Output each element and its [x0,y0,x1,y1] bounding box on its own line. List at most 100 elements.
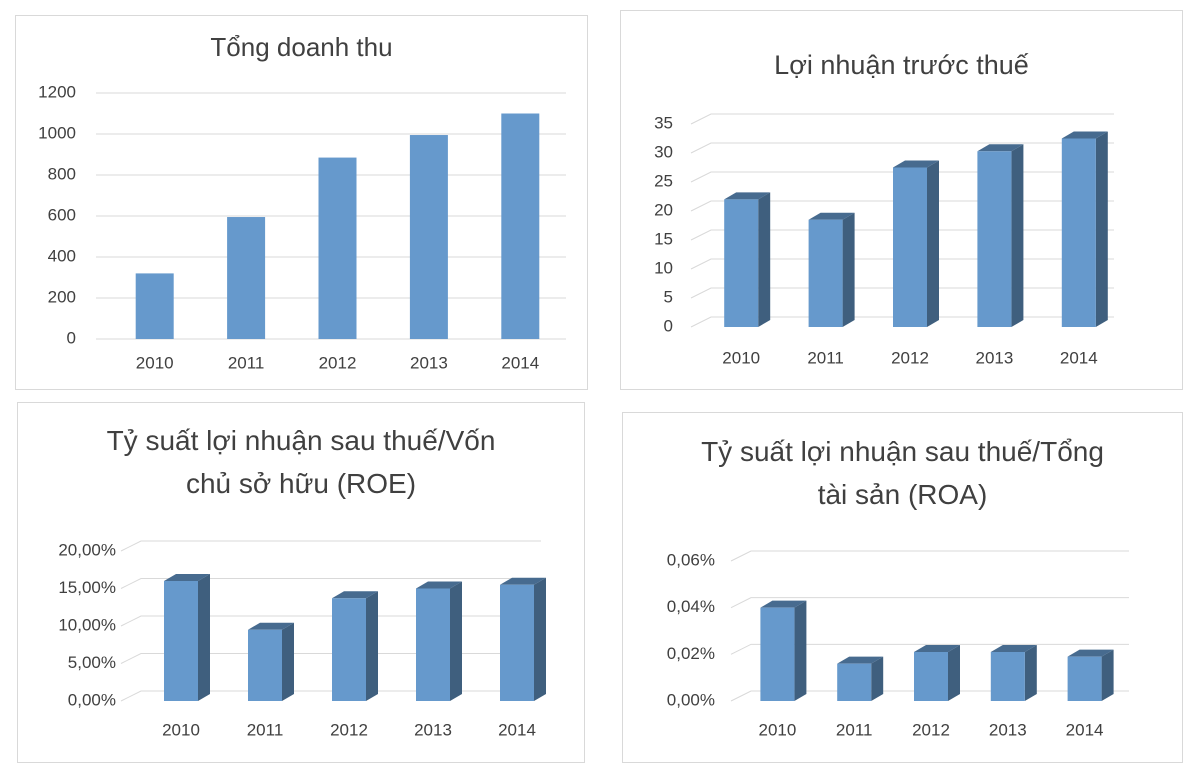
grid-line [120,615,541,627]
chart: 0 5 10 15 20 25 30 35 2010 2011 2012 2013 2014 [654,113,1114,367]
y-tick-label: 10 [654,258,673,277]
bar [990,652,1025,701]
x-tick-label: 2012 [319,353,357,372]
bar-side [366,591,378,701]
bar-side [534,577,546,701]
chart-title: Tỷ suất lợi nhuận sau thuế/Tổng tài sản … [701,436,1104,510]
bar-side [1011,144,1024,327]
bar [248,629,282,701]
bar-top [990,645,1037,652]
y-tick-label: 15,00% [58,578,116,597]
y-tick-label: 1200 [38,82,76,101]
bar-side [927,160,939,327]
x-tick-label: 2011 [836,720,873,739]
bar-top [914,645,960,652]
bar [837,663,872,701]
bar [808,219,843,327]
grid-line [120,690,541,702]
grid-line [120,653,541,664]
bar-side [450,581,462,701]
bar-side [948,645,960,701]
x-tick-label: 2013 [989,720,1027,739]
chart: 0,00% 5,00% 10,00% 15,00% 20,00% 2010 2011 2012… [58,540,546,739]
x-tick-label: 2013 [975,348,1013,367]
grid-line [690,113,1114,125]
y-tick-label: 15 [654,229,673,248]
x-tick-label: 2010 [722,348,760,367]
bar [1061,138,1096,327]
bar-side [282,622,294,701]
bar [977,151,1012,327]
y-tick-label: 400 [48,246,76,265]
chart-panel: 0,00% 5,00% 10,00% 15,00% 20,00% 2010 2011 2012… [17,402,585,763]
bar [409,135,448,339]
y-tick-label: 800 [48,164,76,183]
x-tick-label: 2014 [1066,720,1104,739]
bar-top [1061,131,1108,139]
bar-top [1067,649,1114,657]
x-tick-label: 2014 [1060,348,1098,367]
x-tick-label: 2011 [807,348,844,367]
grid-line [120,540,541,552]
bar [501,113,540,339]
chart-panel: 0 200 400 600 800 1000 1200 2010 2011 2012 2013 201… [15,15,588,390]
bar-side [758,192,771,327]
x-tick-label: 2014 [498,720,536,739]
y-tick-label: 600 [48,205,76,224]
chart-panel: 0 5 10 15 20 25 30 35 2010 2011 2012 2013 2014 Lợi nh… [620,10,1183,390]
grid-line [730,550,1129,562]
chart-title: Tỷ suất lợi nhuận sau thuế/Vốn chủ sở hữ… [106,425,496,499]
y-tick-label: 0 [664,316,673,335]
x-tick-label: 2010 [162,720,200,739]
bar [332,598,366,701]
bar-side [1101,649,1114,701]
bar-top [500,577,546,585]
y-tick-label: 30 [654,142,673,161]
y-tick-label: 35 [654,113,673,132]
bar [135,273,174,339]
bar [914,652,948,701]
y-tick-label: 0,00% [667,690,715,709]
y-tick-label: 0,06% [667,550,715,569]
y-tick-label: 0 [67,328,76,347]
bar-top [416,581,462,589]
chart-title: Lợi nhuận trước thuế [774,50,1029,80]
bar-top [760,600,807,608]
bar [724,199,759,327]
chart: 0,00% 0,02% 0,04% 0,06% 2010 2011 2012 2013 2014 [667,550,1129,739]
bar-side [198,574,210,701]
bar-side [794,600,807,701]
bar [500,584,534,701]
chart: 0 200 400 600 800 1000 1200 2010 2011 2012 2013 201… [38,82,566,372]
x-tick-label: 2014 [501,353,539,372]
bar-top [893,160,939,168]
bar-side [842,212,855,327]
bar-top [977,144,1024,152]
bar [416,588,450,701]
x-tick-label: 2012 [330,720,368,739]
bar-top [724,192,771,200]
y-tick-label: 20 [654,200,673,219]
bar-top [164,574,210,581]
grid-line [120,578,541,589]
x-tick-label: 2012 [891,348,929,367]
y-tick-label: 10,00% [58,615,116,634]
chart-panel: 0,00% 0,02% 0,04% 0,06% 2010 2011 2012 2013 2014… [622,412,1183,763]
x-tick-label: 2013 [414,720,452,739]
bar-top [837,656,884,664]
x-tick-label: 2010 [758,720,796,739]
bar-top [332,591,378,599]
bar [893,167,927,327]
y-tick-label: 5 [664,287,673,306]
bar-side [871,656,884,701]
bar-side [1024,645,1037,701]
bar [760,607,795,701]
chart-title: Tổng doanh thu [210,32,393,62]
x-tick-label: 2013 [410,353,448,372]
x-tick-label: 2010 [136,353,174,372]
bar [227,217,266,339]
y-tick-label: 200 [48,287,76,306]
y-tick-label: 1000 [38,123,76,142]
y-tick-label: 0,04% [667,597,715,616]
